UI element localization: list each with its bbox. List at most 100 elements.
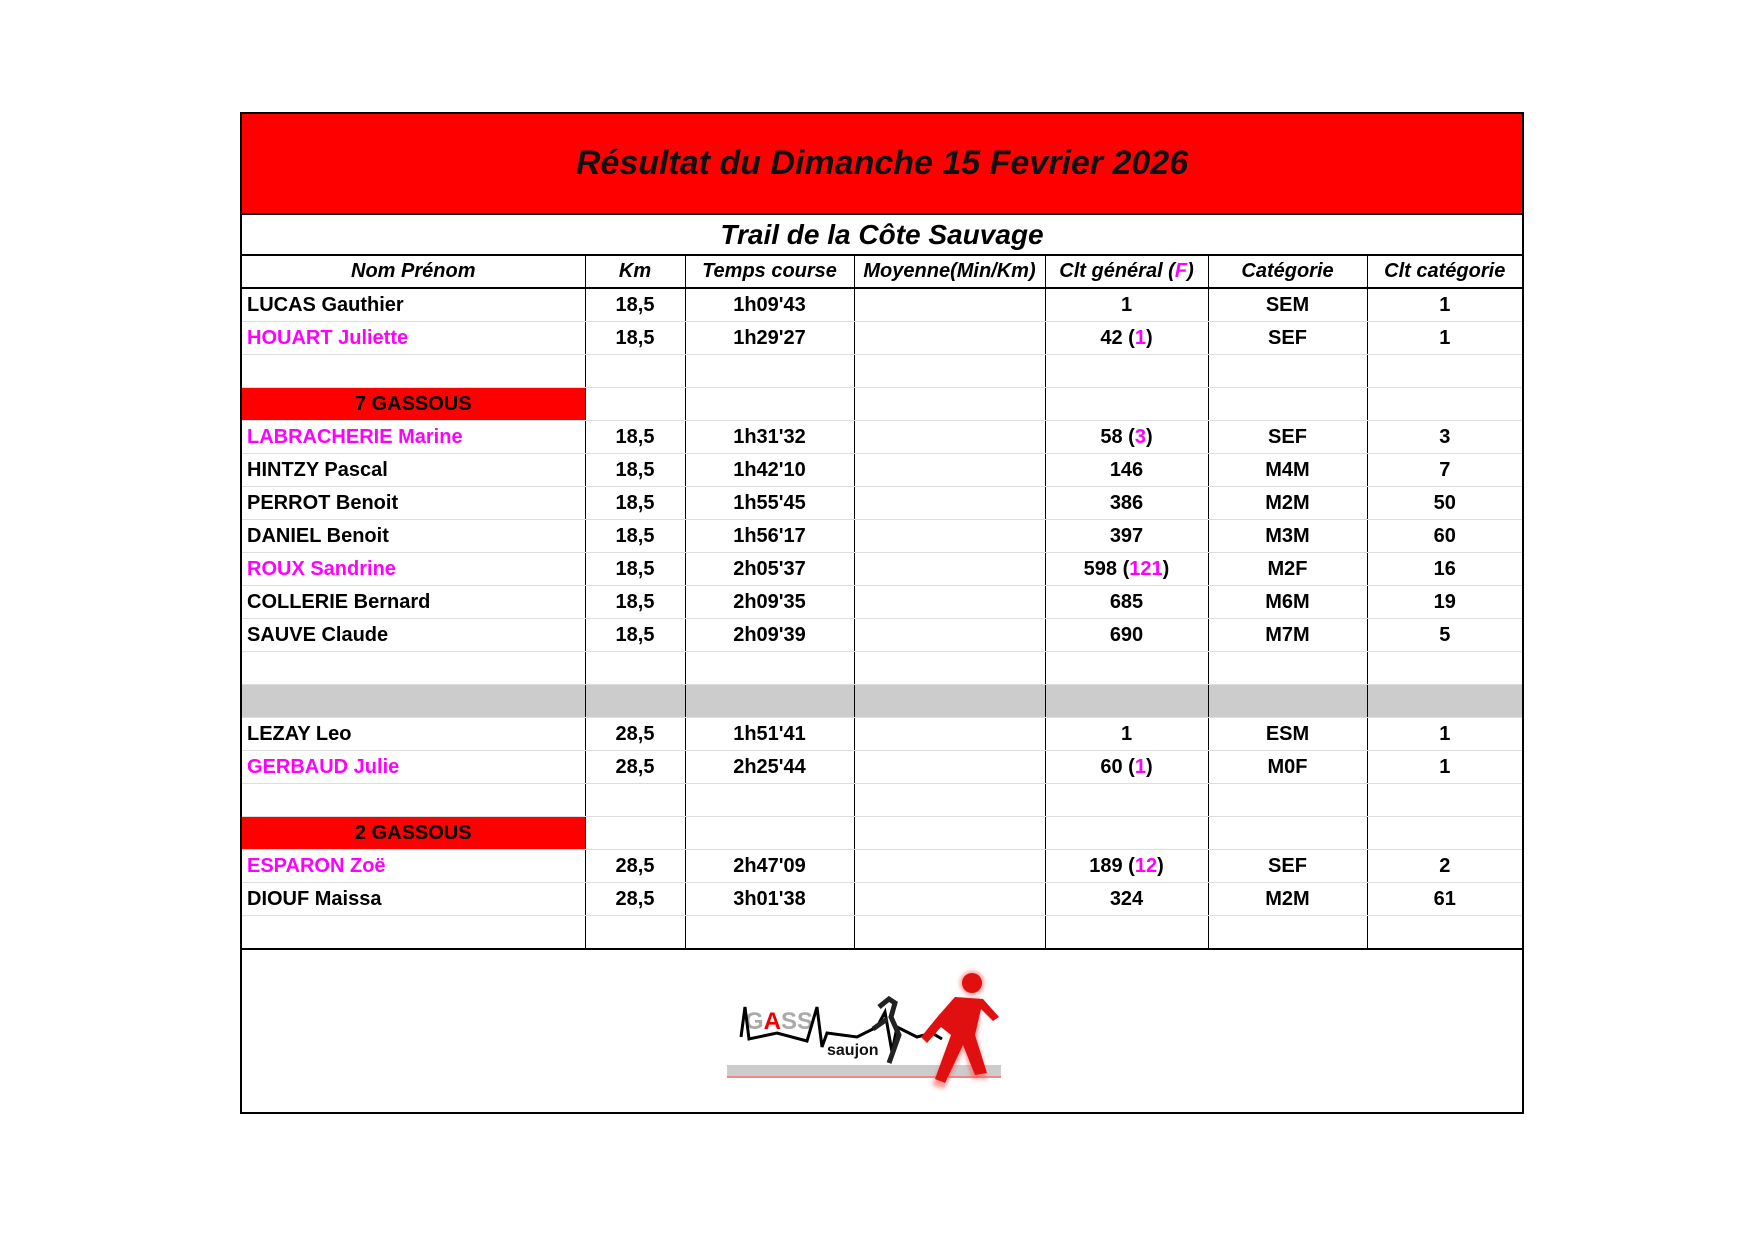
runner-name: SAUVE Claude [242, 618, 586, 652]
runner-name: GERBAUD Julie [242, 750, 586, 784]
blank-row [242, 783, 1522, 817]
clt-general-cell: 189 (12) [1045, 849, 1209, 883]
time-cell: 1h31'32 [685, 420, 855, 454]
results-sheet: Résultat du Dimanche 15 Fevrier 2026 Tra… [240, 112, 1524, 1114]
category-cell: M2M [1208, 486, 1368, 520]
table-row: DIOUF Maissa 28,5 3h01'38 324 M2M 61 [242, 882, 1522, 916]
time-cell: 2h09'39 [685, 618, 855, 652]
clt-general-cell: 60 (1) [1045, 750, 1209, 784]
category-cell: M4M [1208, 453, 1368, 487]
runner-name: DANIEL Benoit [242, 519, 586, 553]
clt-category-cell: 19 [1367, 585, 1522, 619]
clt-category-cell: 3 [1367, 420, 1522, 454]
empty-cell [685, 915, 855, 950]
clt-general-cell: 324 [1045, 882, 1209, 916]
empty-cell [242, 915, 586, 950]
empty-cell [242, 684, 586, 718]
blank-row [242, 651, 1522, 685]
empty-cell [1208, 354, 1368, 388]
clt-general-cell: 42 (1) [1045, 321, 1209, 355]
header-row: Nom Prénom Km Temps course Moyenne(Min/K… [242, 256, 1522, 289]
empty-cell [1367, 783, 1522, 817]
runner-name: LUCAS Gauthier [242, 288, 586, 322]
avg-cell [854, 849, 1046, 883]
time-cell: 1h09'43 [685, 288, 855, 322]
empty-cell [1367, 651, 1522, 685]
empty-cell [854, 354, 1046, 388]
empty-cell [1367, 387, 1522, 421]
empty-cell [1045, 354, 1209, 388]
clt-category-cell: 60 [1367, 519, 1522, 553]
clt-general-cell: 1 [1045, 288, 1209, 322]
empty-cell [685, 387, 855, 421]
runner-name: ESPARON Zoë [242, 849, 586, 883]
gass-saujon-logo: GASS saujon [727, 971, 1001, 1089]
empty-cell [1045, 387, 1209, 421]
category-cell: SEF [1208, 849, 1368, 883]
table-row: PERROT Benoit 18,5 1h55'45 386 M2M 50 [242, 486, 1522, 520]
empty-cell [685, 816, 855, 850]
col-category: Catégorie [1208, 256, 1368, 289]
empty-cell [1208, 915, 1368, 950]
avg-cell [854, 486, 1046, 520]
avg-cell [854, 519, 1046, 553]
col-km: Km [585, 256, 686, 289]
empty-cell [685, 354, 855, 388]
empty-cell [1045, 684, 1209, 718]
clt-category-cell: 2 [1367, 849, 1522, 883]
km-cell: 18,5 [585, 321, 686, 355]
table-row: LUCAS Gauthier 18,5 1h09'43 1 SEM 1 [242, 288, 1522, 322]
avg-cell [854, 552, 1046, 586]
page-title: Résultat du Dimanche 15 Fevrier 2026 [242, 114, 1522, 215]
col-clt-category: Clt catégorie [1367, 256, 1522, 289]
col-avg: Moyenne(Min/Km) [854, 256, 1046, 289]
time-cell: 1h42'10 [685, 453, 855, 487]
km-cell: 28,5 [585, 717, 686, 751]
category-cell: SEF [1208, 420, 1368, 454]
col-clt-general: Clt général (F) [1045, 256, 1209, 289]
runner-name: LABRACHERIE Marine [242, 420, 586, 454]
clt-category-cell: 50 [1367, 486, 1522, 520]
empty-cell [685, 651, 855, 685]
table-row: LABRACHERIE Marine 18,5 1h31'32 58 (3) SEF 3 [242, 420, 1522, 454]
empty-cell [854, 387, 1046, 421]
avg-cell [854, 750, 1046, 784]
svg-text:saujon: saujon [827, 1042, 879, 1059]
blank-row [242, 915, 1522, 950]
empty-cell [1367, 915, 1522, 950]
clt-category-cell: 1 [1367, 717, 1522, 751]
table-row: GERBAUD Julie 28,5 2h25'44 60 (1) M0F 1 [242, 750, 1522, 784]
clt-category-cell: 5 [1367, 618, 1522, 652]
empty-cell [1045, 651, 1209, 685]
table-row: ROUX Sandrine 18,5 2h05'37 598 (121) M2F 16 [242, 552, 1522, 586]
km-cell: 28,5 [585, 750, 686, 784]
clt-category-cell: 1 [1367, 750, 1522, 784]
time-cell: 1h56'17 [685, 519, 855, 553]
clt-category-cell: 61 [1367, 882, 1522, 916]
group-label: 2 GASSOUS [242, 816, 586, 850]
km-cell: 28,5 [585, 849, 686, 883]
category-cell: ESM [1208, 717, 1368, 751]
empty-cell [1045, 915, 1209, 950]
category-cell: M7M [1208, 618, 1368, 652]
category-cell: SEF [1208, 321, 1368, 355]
category-cell: M3M [1208, 519, 1368, 553]
runner-name: ROUX Sandrine [242, 552, 586, 586]
category-cell: M2F [1208, 552, 1368, 586]
empty-cell [1045, 816, 1209, 850]
table-row: COLLERIE Bernard 18,5 2h09'35 685 M6M 19 [242, 585, 1522, 619]
km-cell: 28,5 [585, 882, 686, 916]
avg-cell [854, 288, 1046, 322]
table-row: HOUART Juliette 18,5 1h29'27 42 (1) SEF 1 [242, 321, 1522, 355]
category-cell: M2M [1208, 882, 1368, 916]
km-cell: 18,5 [585, 618, 686, 652]
clt-general-cell: 146 [1045, 453, 1209, 487]
empty-cell [1208, 816, 1368, 850]
empty-cell [242, 354, 586, 388]
empty-cell [585, 915, 686, 950]
empty-cell [585, 354, 686, 388]
empty-cell [585, 651, 686, 685]
avg-cell [854, 618, 1046, 652]
time-cell: 3h01'38 [685, 882, 855, 916]
time-cell: 2h09'35 [685, 585, 855, 619]
